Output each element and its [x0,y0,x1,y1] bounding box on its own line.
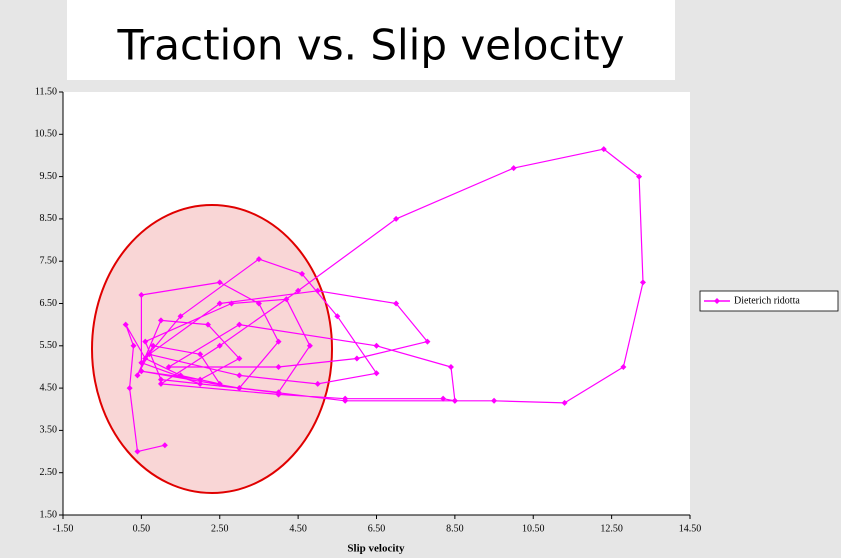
data-point [236,355,243,362]
data-point [255,256,262,263]
data-point [134,372,141,379]
legend-box [699,290,839,312]
highlight-ellipse [91,204,333,494]
data-point [146,351,153,358]
data-point [255,300,262,307]
data-point [373,342,380,349]
data-point [510,165,517,172]
data-point [142,338,149,345]
data-point [165,363,172,370]
data-point [306,342,313,349]
legend-label: Dieterich ridotta [734,295,800,306]
data-point [424,338,431,345]
data-point [216,300,223,307]
data-point [334,313,341,320]
data-point [236,385,243,392]
data-point [353,355,360,362]
data-point [157,317,164,324]
data-point [204,321,211,328]
y-tick-label: 9.50 [40,171,58,182]
data-point [197,351,204,358]
data-point [275,338,282,345]
legend-marker [714,298,720,304]
y-tick-label: 6.50 [40,298,58,309]
data-point [620,363,627,370]
x-tick-label: 0.50 [133,523,151,534]
data-point [138,359,145,366]
y-tick-label: 10.50 [35,129,58,140]
x-tick-label: 6.50 [368,523,386,534]
data-point [150,342,157,349]
data-point [373,370,380,377]
x-tick-label: 14.50 [679,523,702,534]
data-point [636,173,643,180]
data-point [314,287,321,294]
data-point [177,313,184,320]
data-point [216,279,223,286]
x-tick-label: 10.50 [522,523,545,534]
x-tick-label: -1.50 [53,523,74,534]
data-point [283,296,290,303]
x-tick-label: 8.50 [446,523,464,534]
data-point [130,342,137,349]
data-point [126,385,133,392]
data-point [197,380,204,387]
data-point [138,292,145,299]
data-point [447,363,454,370]
data-point [228,300,235,307]
y-tick-label: 1.50 [40,509,58,520]
x-axis-label: Slip velocity [347,543,405,555]
x-tick-label: 12.50 [600,523,623,534]
data-point [134,448,141,455]
data-point [491,397,498,404]
data-point [157,376,164,383]
data-point [216,380,223,387]
data-point [440,395,447,402]
chart-title: Traction vs. Slip velocity [117,21,625,70]
y-tick-label: 5.50 [40,340,58,351]
data-point [236,372,243,379]
data-point [561,399,568,406]
data-point [161,442,168,449]
data-point [639,279,646,286]
data-point [393,215,400,222]
data-point [157,380,164,387]
data-point [393,300,400,307]
data-point [600,146,607,153]
y-tick-label: 4.50 [40,382,58,393]
data-point [342,397,349,404]
data-point [236,321,243,328]
data-point [122,321,129,328]
data-point [177,372,184,379]
data-point [314,380,321,387]
data-point [142,355,149,362]
data-point [451,397,458,404]
x-tick-label: 4.50 [289,523,307,534]
data-point [138,368,145,375]
data-point [295,287,302,294]
x-tick-label: 2.50 [211,523,229,534]
y-tick-label: 8.50 [40,213,58,224]
series-line [125,148,644,453]
data-point [299,270,306,277]
data-point [197,376,204,383]
data-point [275,391,282,398]
y-tick-label: 7.50 [40,255,58,266]
y-tick-label: 2.50 [40,467,58,478]
data-point [216,342,223,349]
y-tick-label: 11.50 [35,86,57,97]
data-point [275,363,282,370]
y-tick-label: 3.50 [40,425,58,436]
title-box [67,0,675,80]
